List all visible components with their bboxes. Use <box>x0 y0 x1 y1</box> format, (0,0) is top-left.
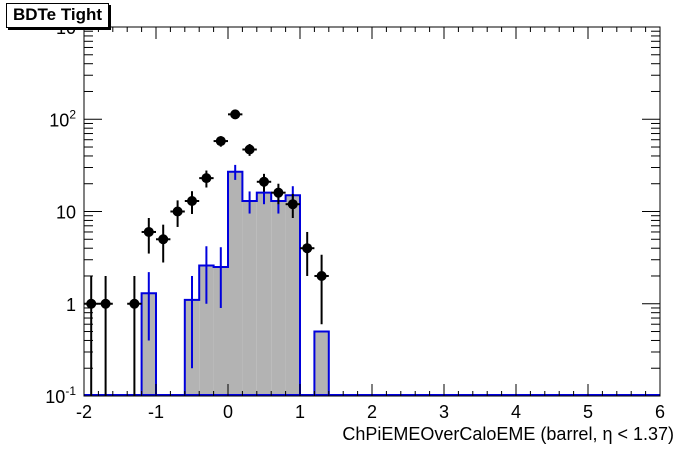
data-point <box>172 206 183 217</box>
chart-title: BDTe Tight <box>6 3 110 28</box>
data-point <box>143 226 154 237</box>
x-tick-label: 0 <box>223 402 233 422</box>
histogram-bin-fill <box>213 267 228 396</box>
histogram-bin-fill <box>285 195 300 396</box>
histogram-bin-fill <box>271 200 286 396</box>
data-points <box>84 109 329 396</box>
data-point <box>230 109 241 120</box>
data-point <box>316 270 327 281</box>
x-tick-label: 5 <box>583 402 593 422</box>
histogram-bin-fill <box>242 200 257 396</box>
data-point <box>187 195 197 206</box>
data-point <box>129 298 140 309</box>
data-point <box>259 176 269 187</box>
x-tick-label: 6 <box>655 402 665 422</box>
data-point <box>158 234 169 245</box>
y-tick-label: 10-1 <box>45 384 76 407</box>
x-tick-label: -2 <box>76 402 92 422</box>
data-point <box>100 298 111 309</box>
x-tick-label: 3 <box>439 402 449 422</box>
y-tick-label: 10 <box>56 203 76 223</box>
histogram-bin-fill <box>314 331 329 396</box>
histogram-bin-fill <box>256 192 272 396</box>
x-tick-label: 1 <box>295 402 305 422</box>
mc-histogram <box>84 164 660 396</box>
x-tick-label: 2 <box>367 402 377 422</box>
data-point <box>273 187 284 198</box>
y-tick-label: 102 <box>49 107 76 130</box>
histogram-bin-fill <box>199 265 214 396</box>
x-tick-label: 4 <box>511 402 521 422</box>
histogram-bin-fill <box>141 293 156 396</box>
x-tick-label: -1 <box>148 402 164 422</box>
data-point <box>302 243 313 254</box>
histogram-outline <box>183 170 301 396</box>
data-point <box>244 144 255 155</box>
x-axis-label: ChPiEMEOverCaloEME (barrel, η < 1.37) <box>342 424 674 444</box>
histogram-bin-fill <box>228 171 243 396</box>
data-point <box>215 136 226 147</box>
histogram-outline <box>313 330 330 396</box>
y-tick-label: 1 <box>66 295 76 315</box>
data-point <box>201 173 212 184</box>
data-point <box>287 199 298 210</box>
